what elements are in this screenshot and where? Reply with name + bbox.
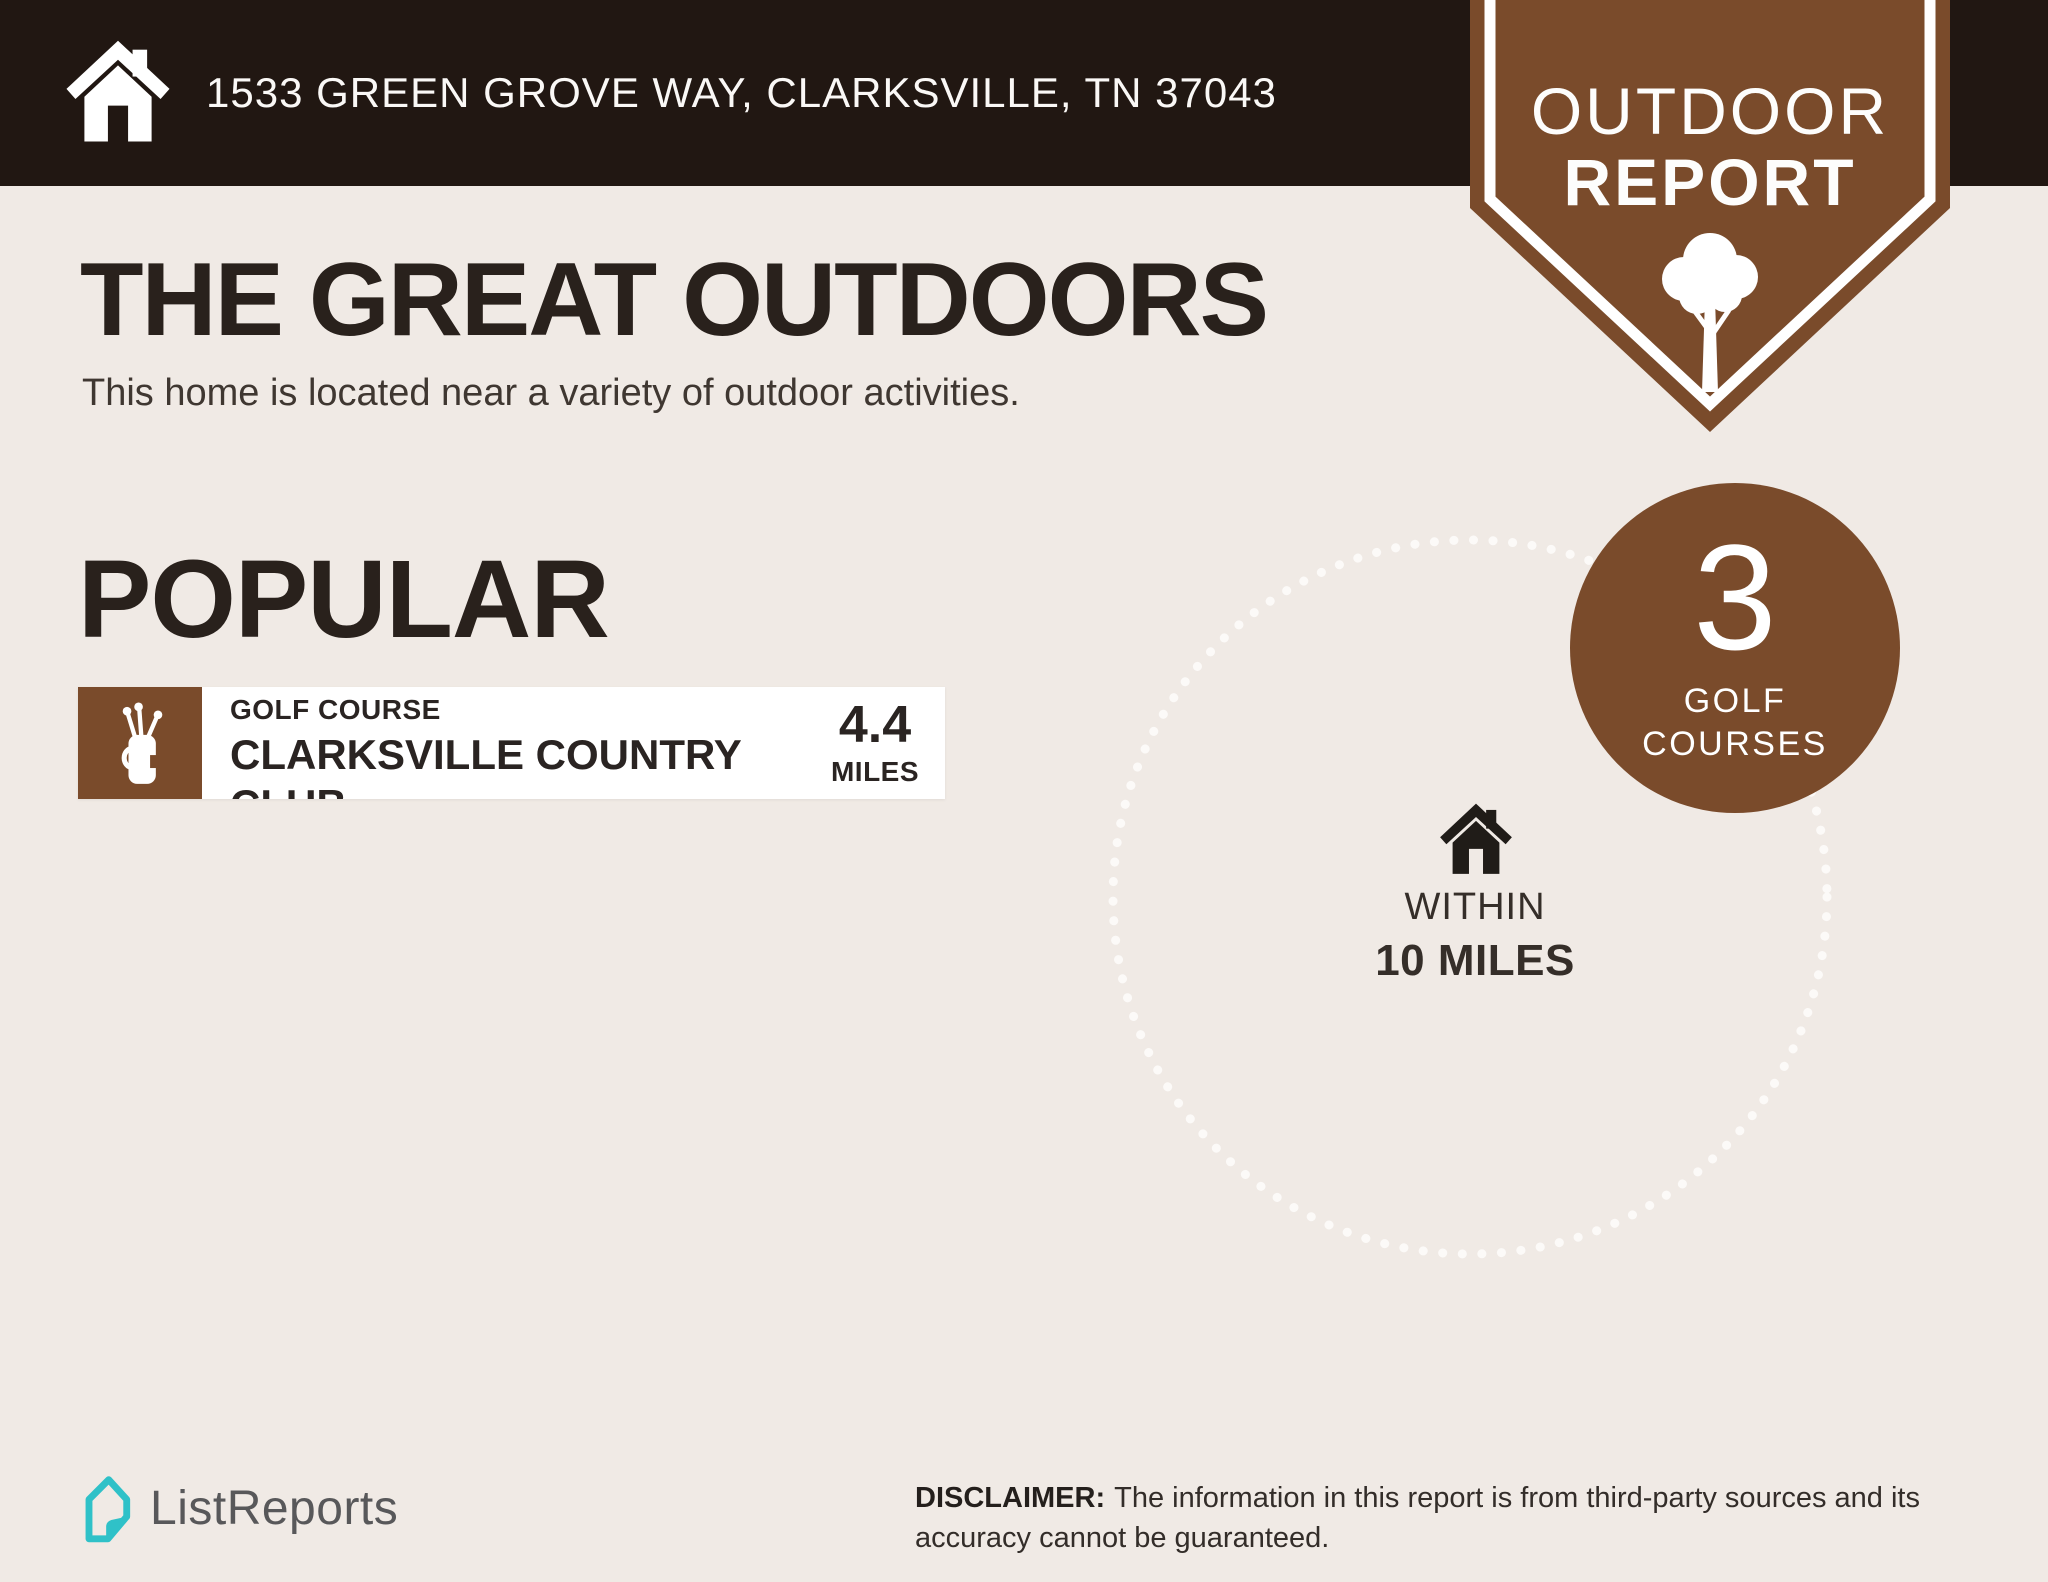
- property-address: 1533 GREEN GROVE WAY, CLARKSVILLE, TN 37…: [206, 69, 1277, 116]
- page-title: THE GREAT OUTDOORS: [80, 242, 1269, 358]
- within-radius-label: WITHIN 10 MILES: [1325, 886, 1625, 986]
- badge-title-line1: OUTDOOR: [1531, 74, 1889, 148]
- poi-icon-box: [78, 687, 202, 799]
- home-icon: [66, 40, 170, 142]
- badge-title-line2: REPORT: [1563, 145, 1856, 219]
- poi-distance-value: 4.4: [838, 695, 912, 754]
- golf-bag-icon: [121, 702, 163, 784]
- within-label-line1: WITHIN: [1404, 886, 1546, 928]
- page-subtitle: This home is located near a variety of o…: [82, 372, 1020, 414]
- listreports-logo: ListReports: [80, 1472, 398, 1544]
- count-label: GOLF COURSES: [1642, 680, 1828, 766]
- golf-course-count: 3: [1693, 513, 1777, 682]
- disclaimer-line2: accuracy cannot be guaranteed.: [915, 1522, 1330, 1555]
- radius-dotted-circle: [1108, 535, 1832, 1259]
- disclaimer: DISCLAIMER: The information in this repor…: [915, 1478, 1975, 1558]
- popular-section-heading: POPULAR: [78, 538, 610, 661]
- tree-icon: [1662, 233, 1758, 392]
- count-label-line2: COURSES: [1642, 725, 1828, 763]
- poi-name: CLARKSVILLE COUNTRY CLUB: [230, 731, 742, 799]
- home-icon-center: [1440, 803, 1512, 874]
- outdoor-report-badge: OUTDOOR REPORT: [1470, 0, 1950, 432]
- badge-pennant-shape: [1470, 0, 1950, 432]
- disclaimer-label: DISCLAIMER:: [915, 1482, 1106, 1514]
- count-label-line1: GOLF: [1683, 682, 1787, 721]
- disclaimer-line1: DISCLAIMER: The information in this repor…: [915, 1478, 1975, 1518]
- poi-text: GOLF COURSE CLARKSVILLE COUNTRY CLUB: [230, 687, 790, 799]
- within-label-line2: 10 MILES: [1375, 936, 1575, 985]
- poi-distance: 4.4 MILES: [827, 698, 945, 789]
- brand-name: ListReports: [150, 1481, 399, 1535]
- poi-card-golf-course: GOLF COURSE CLARKSVILLE COUNTRY CLUB 4.4…: [78, 687, 945, 799]
- badge-inner-border: [1484, 0, 1936, 412]
- disclaimer-text-part1: The information in this report is from t…: [1114, 1482, 1920, 1514]
- listreports-house-icon: [85, 1476, 131, 1543]
- poi-category: GOLF COURSE: [230, 694, 441, 725]
- golf-course-count-circle: 3 GOLF COURSES: [1570, 483, 1900, 813]
- poi-distance-unit: MILES: [830, 756, 920, 788]
